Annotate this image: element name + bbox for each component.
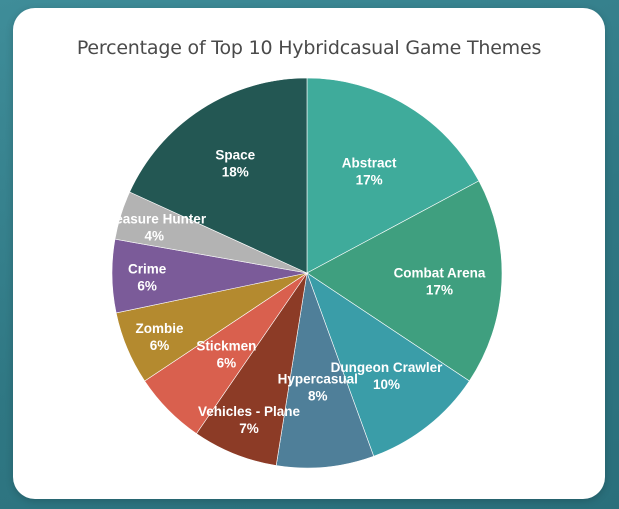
slice-label-abstract: Abstract 17% bbox=[342, 155, 397, 187]
slice-label-stickmen: Stickmen 6% bbox=[196, 338, 256, 370]
chart-title: Percentage of Top 10 Hybridcasual Game T… bbox=[76, 37, 542, 59]
pie-labels: Abstract 17% Combat Arena 17% Dungeon Crawle… bbox=[103, 147, 486, 435]
pie-slice-abstract bbox=[306, 77, 480, 274]
pie-slice-combat-arena bbox=[306, 180, 503, 382]
slice-label-combat-arena: Combat Arena 17% bbox=[394, 265, 486, 297]
slice-label-hypercasual: Hypercasual 8% bbox=[278, 372, 358, 404]
slice-label-treasure-hunter: Treasure Hunter 4% bbox=[103, 212, 207, 244]
slice-label-dungeon-crawler: Dungeon Crawler 10% bbox=[331, 360, 444, 392]
slice-label-zombie: Zombie 6% bbox=[136, 321, 184, 353]
slice-label-crime: Crime 6% bbox=[128, 262, 167, 294]
pie-slices bbox=[111, 77, 503, 469]
slice-label-space: Space 18% bbox=[215, 147, 255, 179]
pie-slice-hypercasual bbox=[275, 271, 375, 469]
chart-card: Percentage of Top 10 Hybridcasual Game T… bbox=[13, 8, 605, 499]
pie-slice-dungeon-crawler bbox=[306, 272, 470, 457]
slice-label-vehicles-plane: Vehicles - Plane 7% bbox=[198, 404, 301, 436]
pie-slice-space bbox=[129, 77, 308, 274]
pie-chart: Abstract 17% Combat Arena 17% Dungeon Crawle… bbox=[103, 77, 503, 469]
